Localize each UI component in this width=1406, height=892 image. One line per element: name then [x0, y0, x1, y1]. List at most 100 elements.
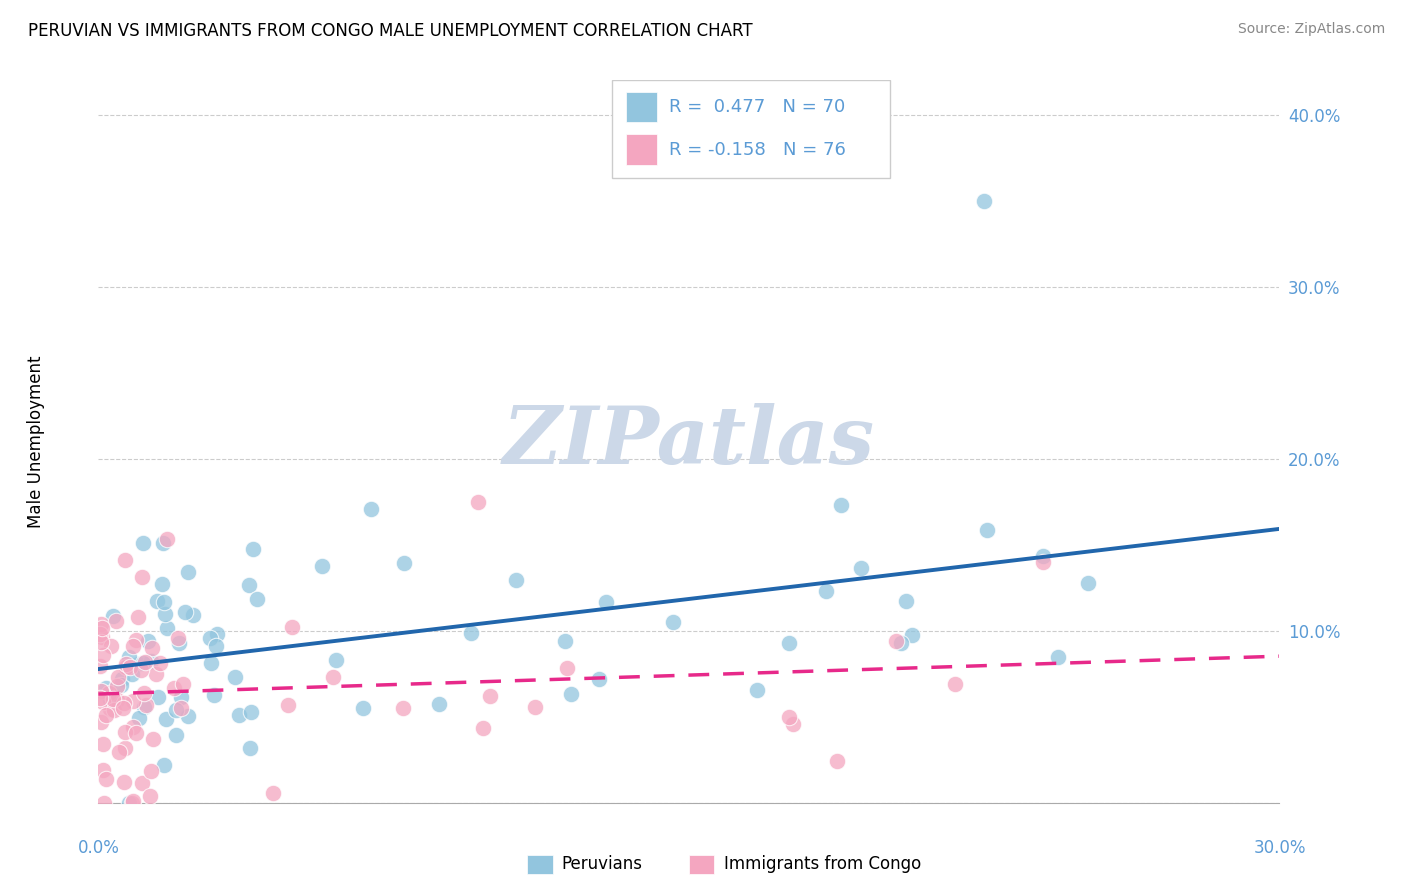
Point — [112, 696, 135, 710]
Text: 30.0%: 30.0% — [1253, 838, 1306, 857]
Point — [884, 634, 907, 648]
Point — [460, 626, 482, 640]
Point — [156, 532, 179, 546]
Point — [177, 566, 200, 580]
Point — [239, 740, 262, 755]
Point — [1032, 555, 1054, 569]
Point — [107, 745, 129, 759]
Point — [136, 634, 159, 648]
Bar — [626, 135, 657, 165]
Text: 0.0%: 0.0% — [77, 838, 120, 857]
Point — [555, 660, 578, 674]
Point — [118, 650, 141, 665]
Point — [131, 663, 153, 677]
Point — [94, 707, 117, 722]
Point — [207, 627, 229, 641]
Point — [311, 559, 333, 574]
Point — [242, 542, 264, 557]
Point — [94, 772, 117, 786]
Point — [177, 708, 200, 723]
Point — [91, 695, 114, 709]
Point — [1046, 650, 1069, 665]
Point — [894, 593, 917, 607]
Point — [98, 701, 121, 715]
Point — [93, 796, 115, 810]
Point — [94, 681, 117, 696]
Point — [141, 640, 163, 655]
Point — [165, 703, 187, 717]
Point — [114, 775, 136, 789]
Point — [115, 657, 138, 672]
Point — [112, 700, 135, 714]
Point — [153, 607, 176, 621]
Point — [131, 776, 153, 790]
Point — [467, 495, 489, 509]
Point — [1077, 575, 1099, 590]
Text: R =  0.477   N = 70: R = 0.477 N = 70 — [669, 98, 845, 116]
Point — [392, 701, 415, 715]
Point — [352, 700, 374, 714]
Point — [360, 502, 382, 516]
Point — [560, 687, 582, 701]
Point — [890, 636, 912, 650]
Point — [588, 673, 610, 687]
Point — [128, 710, 150, 724]
Point — [91, 764, 114, 778]
Point — [134, 656, 156, 670]
Point — [120, 659, 142, 673]
Point — [114, 724, 136, 739]
Point — [149, 656, 172, 670]
Point — [153, 595, 176, 609]
Text: PERUVIAN VS IMMIGRANTS FROM CONGO MALE UNEMPLOYMENT CORRELATION CHART: PERUVIAN VS IMMIGRANTS FROM CONGO MALE U… — [28, 22, 752, 40]
Point — [155, 622, 177, 636]
Point — [101, 609, 124, 624]
Point — [134, 699, 156, 714]
Point — [170, 690, 193, 704]
Point — [90, 617, 112, 632]
Point — [595, 594, 617, 608]
Point — [104, 614, 127, 628]
Point — [127, 609, 149, 624]
Point — [973, 194, 995, 208]
Point — [239, 705, 262, 719]
FancyBboxPatch shape — [612, 80, 890, 178]
Point — [825, 754, 848, 768]
Point — [121, 794, 143, 808]
Point — [132, 686, 155, 700]
Text: Source: ZipAtlas.com: Source: ZipAtlas.com — [1237, 22, 1385, 37]
Point — [100, 639, 122, 653]
Text: ZIPatlas: ZIPatlas — [503, 403, 875, 480]
Point — [145, 667, 167, 681]
Point — [202, 688, 225, 702]
Point — [105, 692, 128, 706]
Point — [849, 561, 872, 575]
Point — [945, 676, 967, 690]
Point — [91, 737, 114, 751]
Point — [174, 605, 197, 619]
Point — [153, 757, 176, 772]
Point — [115, 660, 138, 674]
Point — [172, 677, 194, 691]
Point — [139, 764, 162, 779]
Point — [394, 556, 416, 570]
Point — [150, 577, 173, 591]
Point — [200, 656, 222, 670]
Text: Immigrants from Congo: Immigrants from Congo — [724, 855, 921, 873]
Point — [478, 689, 501, 703]
Point — [103, 703, 125, 717]
Point — [127, 657, 149, 672]
Point — [325, 653, 347, 667]
Point — [98, 693, 121, 707]
Point — [91, 648, 114, 663]
Point — [163, 681, 186, 696]
Point — [89, 658, 111, 673]
Point — [90, 635, 112, 649]
Point — [121, 667, 143, 681]
Point — [427, 697, 450, 711]
Point — [122, 694, 145, 708]
Point — [111, 673, 134, 687]
Point — [121, 796, 143, 810]
Point — [98, 686, 121, 700]
Point — [142, 732, 165, 747]
Point — [778, 636, 800, 650]
